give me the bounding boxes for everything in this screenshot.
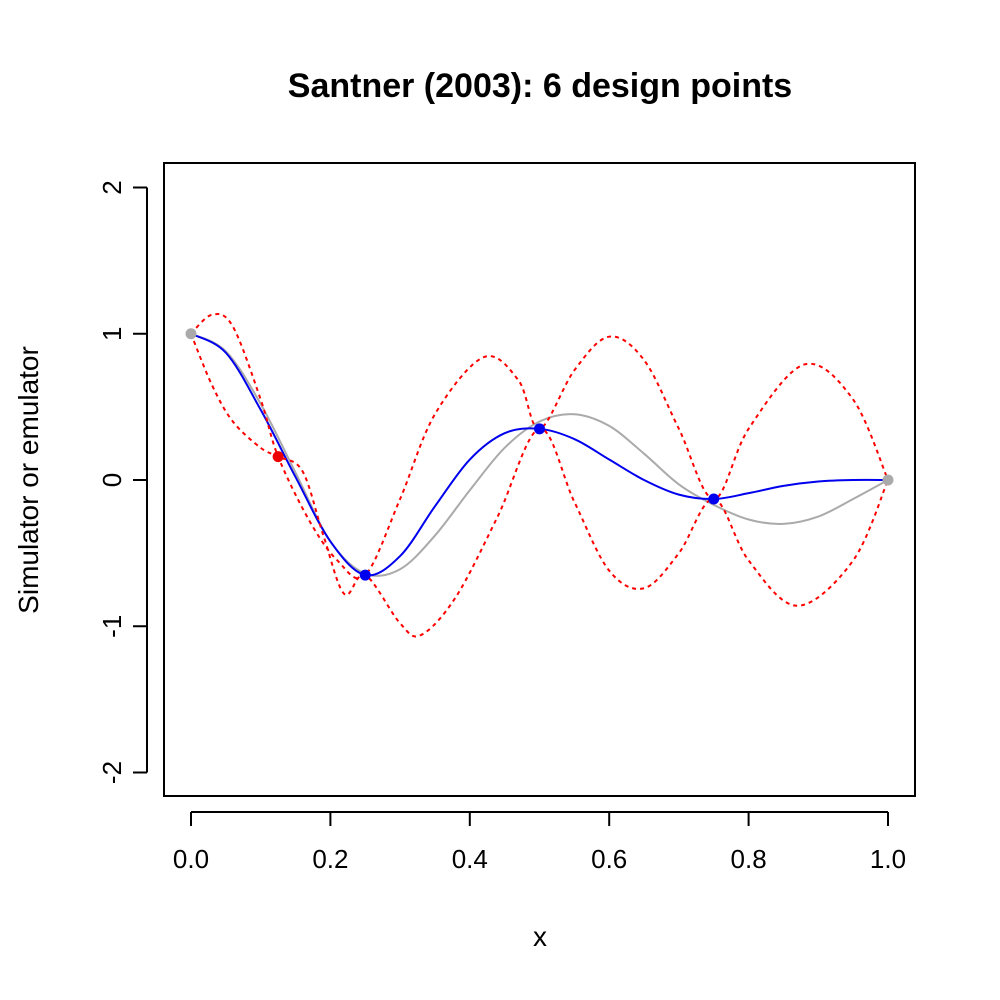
x-axis: 0.0 0.2 0.4 0.6 0.8 1.0 (173, 812, 906, 874)
data-point-2 (360, 570, 371, 581)
y-tick-label: -1 (97, 615, 127, 638)
series-line-emulator-mean (191, 334, 888, 576)
data-point-4 (708, 494, 719, 505)
data-point-3 (534, 423, 545, 434)
x-tick-label: 0.8 (731, 844, 767, 874)
points-layer (186, 328, 894, 580)
series-line-simulator (191, 334, 888, 576)
x-tick-label: 0.2 (312, 844, 348, 874)
series-layer (191, 314, 888, 636)
y-axis-label: Simulator or emulator (13, 346, 44, 614)
x-tick-label: 0.0 (173, 844, 209, 874)
y-tick-label: 2 (97, 180, 127, 194)
chart-title: Santner (2003): 6 design points (288, 67, 792, 105)
y-tick-label: 1 (97, 327, 127, 341)
x-axis-label: x (533, 921, 547, 952)
x-tick-label: 0.6 (591, 844, 627, 874)
plot-frame (164, 163, 915, 796)
data-point-1 (273, 451, 284, 462)
x-tick-label: 1.0 (870, 844, 906, 874)
y-axis: -2 -1 0 1 2 (97, 180, 147, 784)
series-line-upper-bound (191, 314, 888, 578)
y-tick-label: 0 (97, 473, 127, 487)
x-tick-label: 0.4 (452, 844, 488, 874)
y-tick-label: -2 (97, 761, 127, 784)
data-point-5 (883, 475, 894, 486)
data-point-0 (186, 328, 197, 339)
